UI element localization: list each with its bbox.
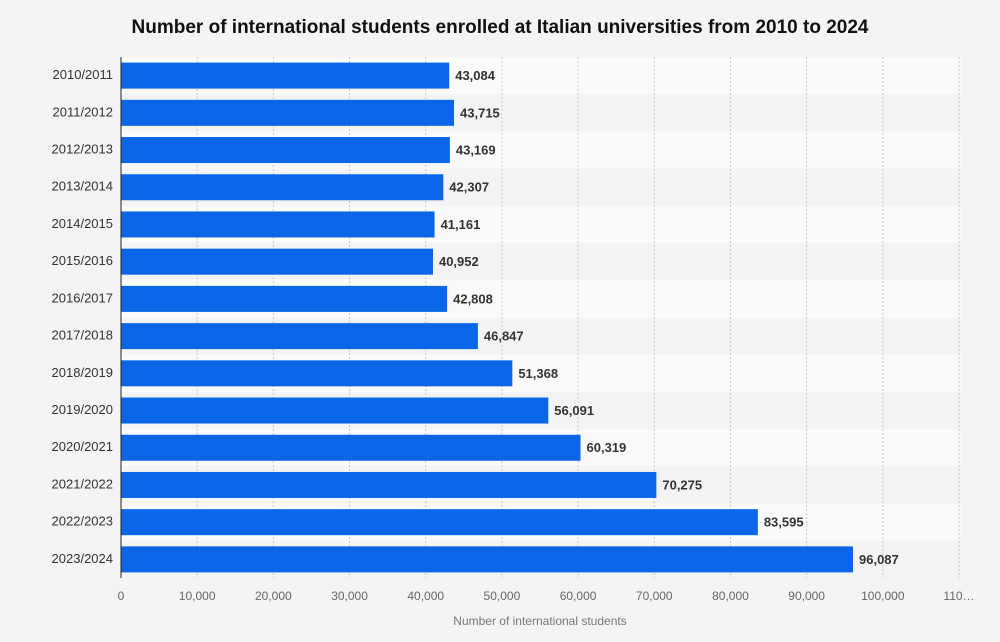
data-label: 46,847 [484,329,524,344]
bar [121,546,854,573]
data-label: 40,952 [439,254,479,269]
bar [121,174,444,201]
x-tick-label: 30,000 [331,589,368,603]
data-label: 51,368 [518,366,558,381]
chart-title: Number of international students enrolle… [132,17,869,38]
data-label: 42,808 [453,291,493,306]
y-tick-label: 2010/2011 [53,67,114,82]
bar [121,360,513,387]
data-label: 83,595 [764,515,804,530]
bar [121,211,435,238]
bar [121,323,478,350]
x-tick-label: 100,000 [861,589,905,603]
y-tick-label: 2011/2012 [53,104,114,119]
y-tick-label: 2019/2020 [52,402,113,417]
x-tick-label: 90,000 [788,589,825,603]
data-label: 56,091 [554,403,594,418]
y-tick-label: 2013/2014 [52,179,113,194]
x-axis-label: Number of international students [453,614,626,628]
data-label: 41,161 [441,217,481,232]
bar [121,137,450,164]
y-tick-label: 2020/2021 [52,439,113,454]
x-tick-label: 60,000 [560,589,597,603]
y-tick-label: 2016/2017 [52,290,113,305]
data-label: 43,169 [456,142,496,157]
y-tick-label: 2012/2013 [52,141,113,156]
x-tick-label: 70,000 [636,589,673,603]
bar [121,397,549,424]
data-label: 60,319 [587,440,627,455]
x-tick-label: 110… [943,589,974,603]
bar [121,285,448,312]
y-tick-label: 2018/2019 [52,365,113,380]
bar [121,62,450,89]
x-tick-label: 80,000 [712,589,749,603]
y-tick-label: 2014/2015 [52,216,113,231]
y-tick-label: 2017/2018 [52,328,113,343]
bar [121,248,433,275]
data-label: 42,307 [449,180,489,195]
data-label: 70,275 [662,477,702,492]
data-label: 43,084 [455,68,496,83]
y-tick-label: 2022/2023 [52,514,113,529]
bar [121,434,581,461]
y-tick-label: 2015/2016 [52,253,113,268]
x-tick-label: 20,000 [255,589,292,603]
x-tick-label: 0 [118,589,125,603]
x-tick-label: 50,000 [484,589,521,603]
y-tick-label: 2021/2022 [52,476,113,491]
data-label: 43,715 [460,105,500,120]
bar [121,99,455,126]
bar [121,471,657,498]
x-tick-label: 10,000 [179,589,216,603]
x-tick-label: 40,000 [407,589,444,603]
data-label: 96,087 [859,552,899,567]
y-tick-label: 2023/2024 [52,551,113,566]
bar [121,509,758,536]
